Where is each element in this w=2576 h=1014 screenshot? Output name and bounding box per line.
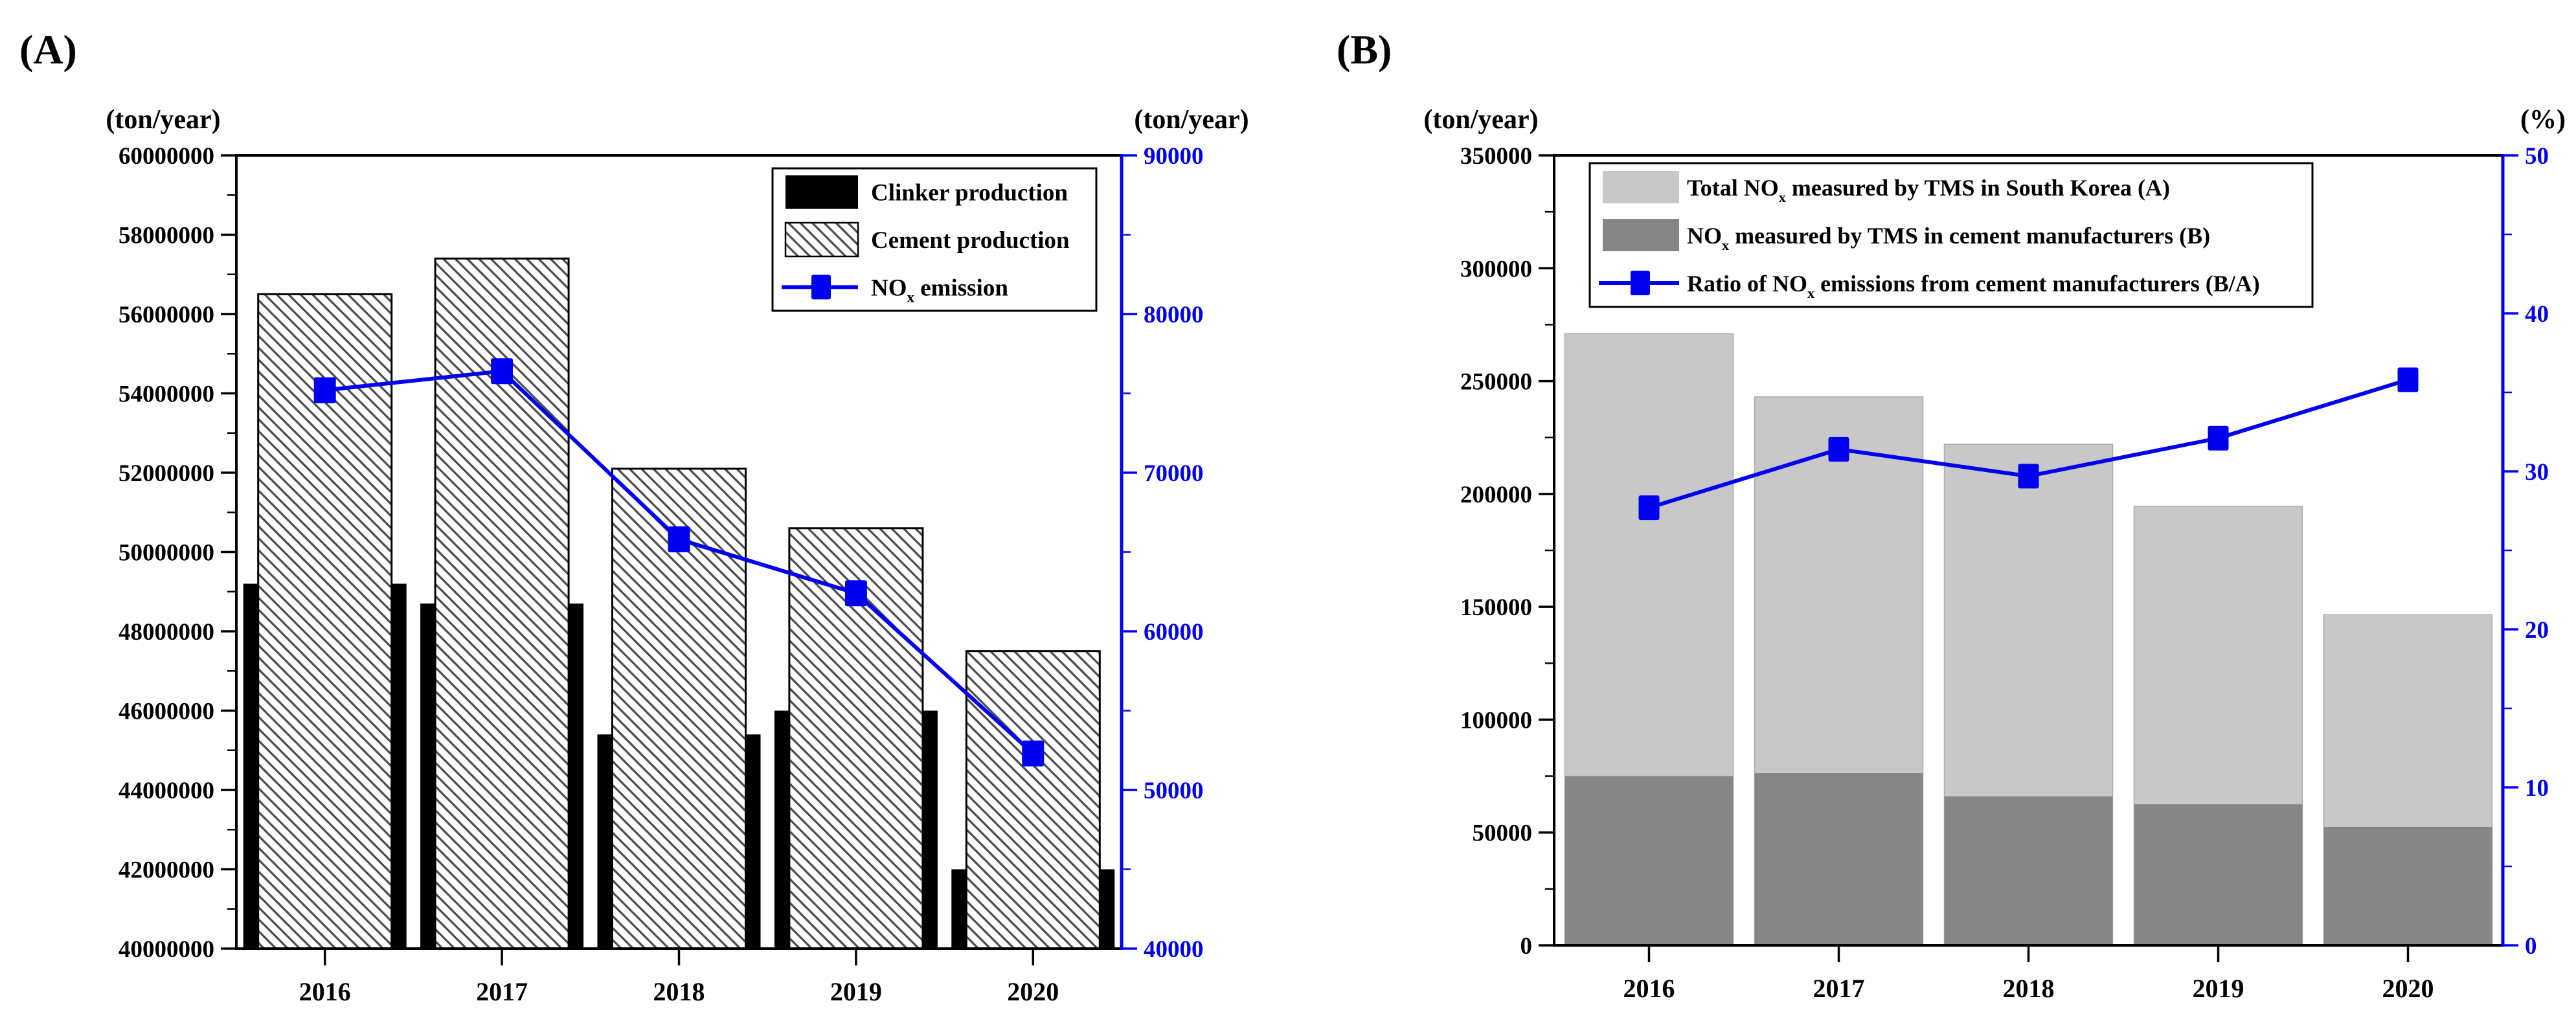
panel-b-chart: (B) (ton/year) (%) 050000100000150000200… [1337, 27, 2566, 1003]
left-axis-tick-label: 52000000 [119, 460, 214, 487]
right-axis-tick-label: 20 [2525, 617, 2549, 644]
panel-a-title: (A) [19, 27, 77, 73]
x-axis-tick-label: 2019 [830, 977, 882, 1006]
panel-a-x-axis: 2016 2017 2018 2019 2020 [299, 949, 1059, 1006]
panel-a-left-axis-unit: (ton/year) [106, 105, 220, 135]
panel-a-right-axis-ticks: 40000 50000 60000 70000 80000 90000 [1122, 143, 1204, 963]
left-axis-tick-label: 250000 [1460, 369, 1532, 396]
left-axis-tick-label: 40000000 [119, 936, 214, 963]
panel-a-bars [243, 257, 1115, 950]
panel-a-axes: 40000000 42000000 44000000 46000000 48000000… [119, 143, 1204, 1006]
bar-nox-2018 [1944, 796, 2113, 945]
legend-label-0: Clinker production [871, 180, 1068, 207]
line-marker-2020 [2397, 367, 2419, 392]
x-axis-tick-label: 2018 [2003, 974, 2055, 1003]
legend-swatch-1 [784, 221, 859, 258]
legend-label-1: NOx measured by TMS in cement manufactur… [1687, 223, 2210, 253]
panel-b-right-axis-ticks: 0 10 20 30 40 50 [2503, 143, 2549, 960]
right-axis-tick-label: 10 [2525, 775, 2549, 802]
bar-nox-2017 [1754, 773, 1923, 945]
line-marker-2016 [1638, 495, 1660, 521]
line-marker-2016 [313, 377, 336, 403]
panel-b-x-axis: 2016 2017 2018 2019 2020 [1623, 945, 2434, 1003]
left-axis-tick-label: 350000 [1460, 143, 1532, 170]
line-marker-2017 [491, 358, 514, 385]
line-marker-2018 [668, 526, 690, 552]
panel-b-legend: Total NOx measured by TMS in South Korea… [1588, 162, 2314, 308]
right-axis-tick-label: 40000 [1144, 936, 1204, 963]
left-axis-tick-label: 56000000 [119, 302, 214, 328]
panel-b-plot: 0 50000 100000 150000 200000 250000 300000 3500… [1460, 143, 2549, 1003]
panel-a-line-series [313, 358, 1045, 767]
bar-nox-2019 [2134, 804, 2303, 945]
right-axis-tick-label: 50 [2525, 143, 2549, 170]
bar-nox-2016 [1565, 776, 1734, 945]
right-axis-tick-label: 30 [2525, 459, 2549, 486]
panel-b-bars [1564, 333, 2493, 946]
x-axis-tick-label: 2016 [299, 977, 351, 1006]
right-axis-tick-label: 70000 [1144, 460, 1204, 487]
right-axis-tick-label: 60000 [1144, 619, 1204, 646]
panel-a-chart: (A) (ton/year) (ton/year) 40000000 420000… [19, 27, 1249, 1006]
left-axis-tick-label: 50000 [1473, 820, 1533, 847]
legend-swatch-1 [1603, 219, 1679, 251]
legend-label-1: Cement production [871, 227, 1070, 254]
left-axis-tick-label: 50000000 [119, 540, 214, 567]
left-axis-tick-label: 300000 [1460, 256, 1532, 282]
left-axis-tick-label: 200000 [1460, 482, 1532, 508]
x-axis-tick-label: 2020 [2382, 974, 2434, 1003]
right-axis-tick-label: 40 [2525, 301, 2549, 328]
panel-a-right-axis-unit: (ton/year) [1134, 105, 1248, 135]
x-axis-tick-label: 2020 [1007, 977, 1059, 1006]
left-axis-tick-label: 46000000 [119, 699, 214, 725]
legend-swatch-0 [785, 175, 858, 209]
panel-b-axes: 0 50000 100000 150000 200000 250000 300000 3500… [1460, 143, 2549, 1003]
line-marker-2020 [1022, 740, 1045, 767]
left-axis-tick-label: 54000000 [119, 381, 214, 408]
bar-cement-2016 [257, 293, 393, 950]
legend-line-marker [811, 275, 831, 300]
left-axis-tick-label: 44000000 [119, 778, 214, 804]
left-axis-tick-label: 150000 [1460, 594, 1532, 621]
left-axis-tick-label: 58000000 [119, 223, 214, 249]
panel-b-left-axis-unit: (ton/year) [1423, 105, 1538, 135]
left-axis-tick-label: 0 [1520, 933, 1533, 960]
x-axis-tick-label: 2017 [476, 977, 528, 1006]
line-marker-2017 [1828, 436, 1849, 462]
legend-label-0: Total NOx measured by TMS in South Korea… [1687, 175, 2170, 205]
x-axis-tick-label: 2016 [1623, 974, 1675, 1003]
legend-label-2: Ratio of NOx emissions from cement manuf… [1687, 271, 2260, 301]
legend-label-2: NOx emission [871, 275, 1008, 305]
panel-b-left-axis-ticks: 0 50000 100000 150000 200000 250000 300000 3500… [1460, 143, 1554, 960]
bar-cement-2020 [965, 650, 1101, 950]
panel-a-plot: 40000000 42000000 44000000 46000000 48000000… [119, 143, 1204, 1006]
x-axis-tick-label: 2019 [2193, 974, 2244, 1003]
x-axis-tick-label: 2017 [1813, 974, 1865, 1003]
right-axis-tick-label: 90000 [1144, 143, 1204, 170]
panel-b-right-axis-unit: (%) [2520, 105, 2566, 135]
left-axis-tick-label: 100000 [1460, 707, 1532, 734]
line-marker-2019 [844, 580, 867, 607]
legend-line-marker [1631, 271, 1650, 295]
line-marker-2018 [2018, 464, 2039, 489]
right-axis-tick-label: 50000 [1144, 778, 1204, 804]
left-axis-tick-label: 60000000 [119, 143, 214, 170]
x-axis-tick-label: 2018 [653, 977, 705, 1006]
panel-a-legend: Clinker production Cement production NOx e… [771, 167, 1098, 312]
legend-swatch-0 [1603, 171, 1679, 203]
panel-a-left-axis-ticks: 40000000 42000000 44000000 46000000 48000000… [119, 143, 236, 963]
left-axis-tick-label: 42000000 [119, 857, 214, 884]
line-marker-2019 [2208, 425, 2229, 451]
right-axis-tick-label: 0 [2525, 933, 2537, 960]
bar-nox-2020 [2323, 827, 2492, 945]
panel-b-title: (B) [1337, 27, 1392, 73]
panel-b-line-series [1638, 367, 2419, 521]
left-axis-tick-label: 48000000 [119, 619, 214, 646]
right-axis-tick-label: 80000 [1144, 302, 1204, 328]
